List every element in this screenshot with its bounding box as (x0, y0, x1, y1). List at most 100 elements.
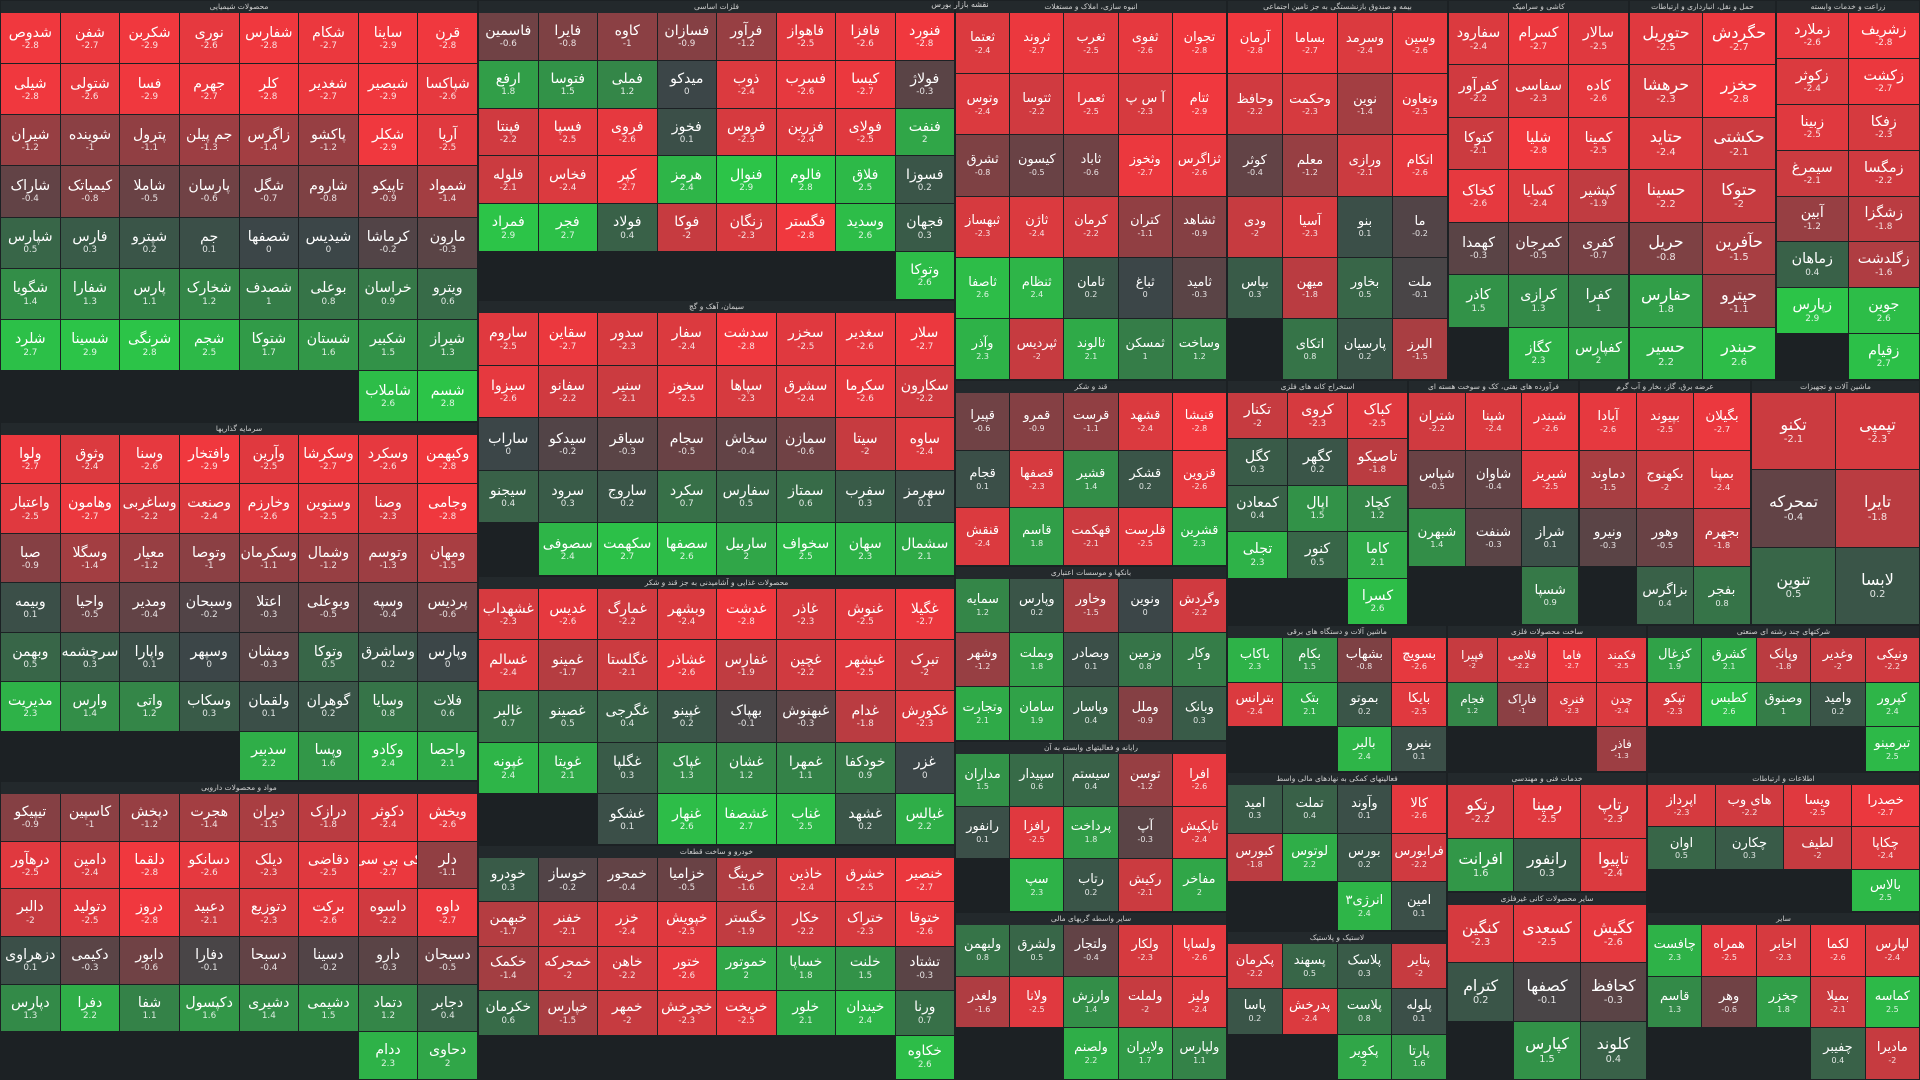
tile-name: کسایا (1522, 182, 1555, 199)
tile: غپینو 0.2 (657, 691, 716, 742)
tile-change: -0.4 (141, 610, 159, 621)
tile: ونیکی -2.2 (1865, 638, 1919, 682)
tile: وسرمد -2.4 (1338, 13, 1392, 74)
tile-change: 2.7 (620, 552, 635, 563)
tile-name: وسنا (135, 445, 164, 462)
tile: فرآور -1.2 (717, 13, 776, 60)
tile-name: پارتا (1408, 1043, 1430, 1059)
tile-change: 1 (266, 296, 272, 307)
tile: مارون -0.3 (418, 217, 477, 268)
tile-change: -2.6 (1603, 936, 1623, 948)
tile-name: پرداخت (1070, 819, 1112, 835)
tile-change: 0.8 (1138, 662, 1152, 672)
tile: غاذر -2.3 (776, 589, 835, 640)
tile-name: پسهند (1293, 952, 1326, 968)
tile-change: -2.7 (559, 341, 577, 352)
tile-name: سکرما (845, 378, 885, 394)
tile-change: 0.4 (1658, 598, 1672, 609)
tile: فخاس -2.4 (538, 156, 597, 204)
tile-name: درازک (310, 803, 347, 820)
sector-grid: فنورد -2.8 فافزا -2.6 فاهواز -2.5 فرآور -1.2 فسا… (479, 13, 954, 299)
tile: غفارس -1.9 (717, 640, 776, 691)
tile-name: کپرور (1877, 691, 1908, 707)
tile: سفرب 0.3 (836, 470, 895, 523)
tile-change: 1.2 (1466, 705, 1479, 715)
tile: هجرت -1.4 (179, 794, 239, 841)
tile-change: 2.6 (976, 290, 989, 300)
tile: وکادو 2.4 (358, 731, 418, 780)
tile: بالاس 2.5 (1852, 869, 1919, 911)
tile: شدوص -2.8 (1, 13, 60, 64)
tile-change: -1.4 (81, 560, 99, 571)
tile: دسبحان -0.5 (418, 937, 477, 984)
tile-change: -2.4 (1301, 1014, 1318, 1024)
tile-name: چفیبر (1823, 1040, 1853, 1056)
tile-name: خنصیر (906, 865, 943, 882)
tile: فسپا -2.5 (538, 108, 597, 156)
tile-name: تایرا (1863, 492, 1892, 512)
tile: پاکشو -1.2 (299, 115, 358, 166)
tile: دعبید -2.1 (179, 889, 239, 936)
tile: خصدرا -2.7 (1852, 785, 1919, 827)
tile-change: -2.4 (1029, 229, 1045, 239)
tile-name: کتران (1130, 213, 1161, 229)
tile: شتوکا 1.7 (239, 319, 299, 370)
tile: حرهشا -2.3 (1630, 65, 1702, 117)
tile-change: -0.2 (1412, 228, 1428, 239)
tile-change: 0.2 (1138, 481, 1152, 491)
tile-name: کتوکا (1463, 130, 1494, 147)
tile-name: تملت (1295, 795, 1324, 811)
tile-name: سخزر (787, 325, 824, 342)
tile-change: -2.9 (200, 462, 218, 473)
tile-name: غپینو (673, 703, 701, 720)
sector-grid: کالا -2.6 وآوند 0.1 تملت 0.4 امید 0.3 فرابورس -2.… (1228, 785, 1446, 930)
tile-change: -2.8 (737, 341, 755, 352)
tile-name: سفرب (845, 483, 886, 500)
tile-change: -2.3 (678, 1015, 696, 1026)
tile: فاذر -1.3 (1597, 727, 1646, 771)
tile-name: غگرجی (605, 703, 650, 720)
tile-change: 1.3 (82, 296, 97, 307)
tile-change: -2.6 (1803, 38, 1821, 49)
tile-change: -2.4 (559, 182, 577, 193)
tile: خرینگ -1.6 (717, 858, 776, 902)
tile: فروی -2.6 (598, 108, 657, 156)
tile-name: غدشت (726, 600, 767, 617)
tile: کفرا 1 (1569, 275, 1628, 327)
tile-name: دتولید (73, 899, 107, 916)
tile-change: -2 (682, 230, 692, 241)
tile: شلیا -2.8 (1509, 117, 1568, 170)
tile-change: -2.1 (499, 182, 517, 193)
tile: قاسم 1.8 (1010, 508, 1064, 565)
tile: ساروج 0.2 (598, 470, 657, 523)
tile-name: سیمرغ (1791, 159, 1833, 176)
tile-name: لابسا (1861, 569, 1894, 589)
tile-change: -1.1 (260, 560, 278, 571)
tile-name: سدشت (723, 325, 769, 342)
tile-change: 0.8 (381, 709, 396, 720)
tile-name: فارس (72, 229, 108, 246)
tile: کگیش -2.6 (1580, 905, 1646, 963)
tile: وبصادر 0.1 (1064, 633, 1118, 686)
tile-name: کنور (1304, 541, 1331, 558)
sector-name: خودرو و ساخت قطعات (479, 846, 954, 858)
tile-change: -2.6 (499, 394, 517, 405)
tile: شتران -2.2 (1409, 393, 1465, 450)
sector-name: عرضه برق، گاز، بخار و آب گرم (1580, 381, 1750, 393)
tile-change: -2.2 (1741, 807, 1758, 818)
tile-name: دسینا (312, 946, 344, 963)
sector-grid: تجوان -2.8 ثفوی -2.6 ثغرب -2.5 ثروند -2.7 ثعتما -… (956, 13, 1226, 379)
tile-change: -2.8 (21, 40, 39, 51)
tile-name: خمحرکه (544, 954, 592, 971)
tile: هرمز 2.4 (657, 156, 716, 204)
tile-change: 2.7 (739, 821, 754, 832)
tile-change: 0.8 (1303, 350, 1317, 361)
tile-change: 2 (921, 134, 928, 145)
tile-name: اپرداز (1666, 793, 1697, 809)
tile-change: -2.8 (141, 867, 159, 878)
tile: وسایا 0.8 (358, 682, 418, 731)
sector-name: لاستیک و پلاستیک (1228, 932, 1446, 944)
tile-name: اتکای (1295, 336, 1325, 352)
sector-name: محصولات غذایی و آشامیدنی به جز قند و شکر (479, 577, 954, 589)
